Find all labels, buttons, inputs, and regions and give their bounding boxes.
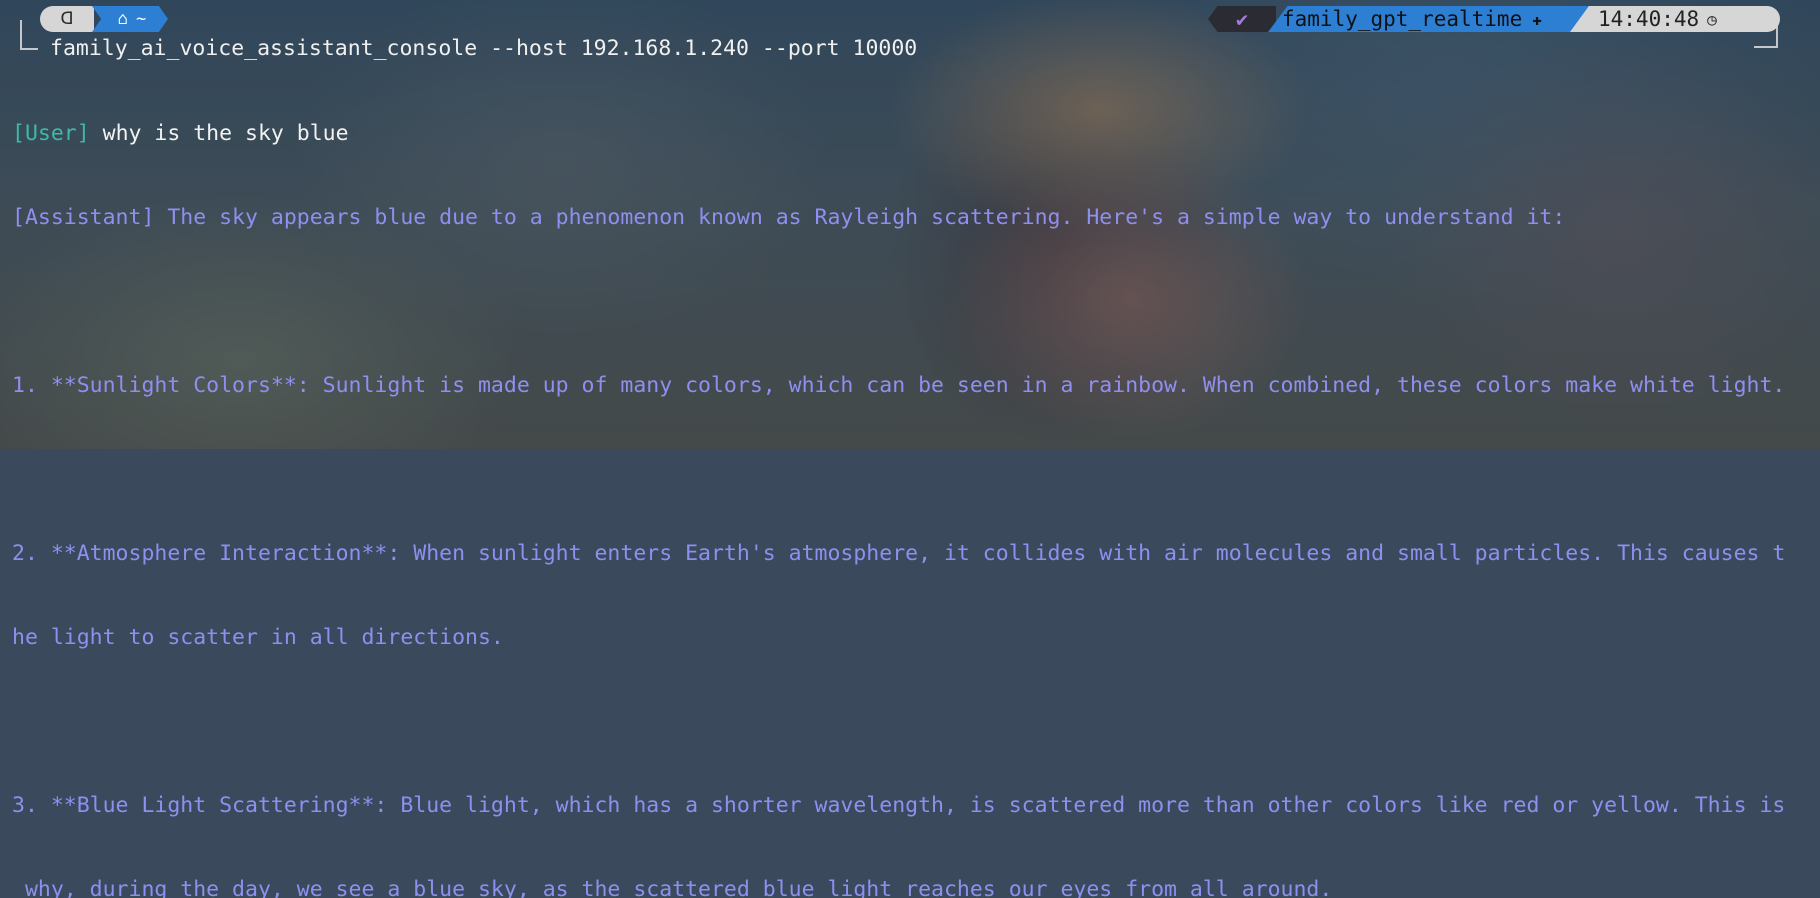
assistant-line: 3. **Blue Light Scattering**: Blue light…: [12, 793, 1786, 818]
prompt-directory: ⌂ ~: [92, 6, 168, 32]
time-label: 14:40:48: [1598, 7, 1700, 31]
terminal-output: [User] why is the sky blue [Assistant] T…: [12, 64, 1812, 898]
terminal-background: [0, 0, 1820, 449]
env-segment: family_gpt_realtime ✚: [1268, 6, 1594, 32]
command-line[interactable]: family_ai_voice_assistant_console --host…: [50, 36, 918, 61]
assistant-line: 2. **Atmosphere Interaction**: When sunl…: [12, 541, 1786, 566]
assistant-line: 1. **Sunlight Colors**: Sunlight is made…: [12, 373, 1786, 398]
status-ok-segment: ✔: [1208, 6, 1276, 32]
env-name: family_gpt_realtime: [1282, 7, 1523, 31]
user-tag: [User]: [12, 121, 90, 146]
clock-icon: ◷: [1707, 9, 1717, 29]
time-segment: 14:40:48 ◷: [1570, 6, 1780, 32]
user-line: [User] why is the sky blue: [12, 120, 1812, 148]
assistant-line: [Assistant] The sky appears blue due to …: [12, 205, 1566, 230]
assistant-line: [12, 456, 1812, 484]
assistant-line: why, during the day, we see a blue sky, …: [12, 877, 1333, 898]
assistant-line: he light to scatter in all directions.: [12, 625, 504, 650]
prompt-frame-left: [20, 20, 38, 50]
prompt-frame-right: [1754, 20, 1778, 48]
check-icon: ✔: [1235, 7, 1249, 31]
user-message: why is the sky blue: [102, 121, 349, 146]
terminal-icon: ᗡ: [40, 6, 94, 32]
assistant-line: [12, 288, 1812, 316]
python-env-icon: ✚: [1532, 9, 1542, 29]
assistant-line: [12, 708, 1812, 736]
directory-label: ~: [136, 9, 147, 29]
home-icon: ⌂: [117, 9, 128, 29]
